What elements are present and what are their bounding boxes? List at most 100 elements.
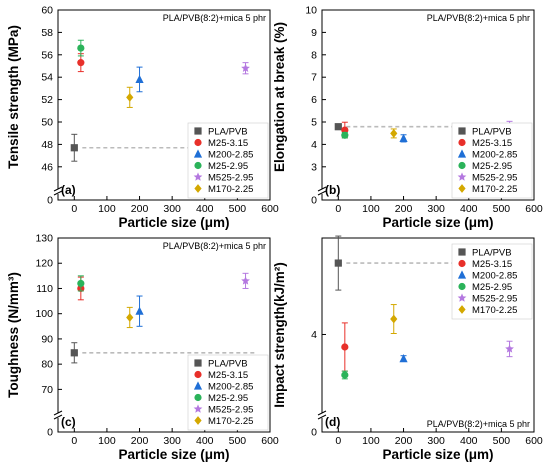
data-point bbox=[505, 344, 514, 353]
x-tick-label: 300 bbox=[163, 203, 181, 215]
plot-frame bbox=[321, 9, 535, 201]
x-tick-label: 0 bbox=[71, 435, 77, 447]
y-tick-label: 46 bbox=[41, 161, 53, 173]
data-point bbox=[334, 259, 342, 267]
data-point bbox=[77, 44, 85, 52]
legend-marker bbox=[457, 149, 467, 158]
legend-label: M525-2.95 bbox=[472, 294, 517, 305]
x-tick-label: 200 bbox=[131, 203, 149, 215]
y-tick-label: 130 bbox=[35, 233, 53, 245]
x-tick-label: 400 bbox=[196, 203, 214, 215]
panel-note: PLA/PVB(8:2)+mica 5 phr bbox=[427, 13, 530, 23]
axis-break-gap bbox=[318, 189, 326, 194]
legend-marker bbox=[458, 161, 466, 170]
x-tick-label: 600 bbox=[261, 203, 279, 215]
axis-break-mark bbox=[317, 414, 327, 420]
legend-marker bbox=[194, 359, 202, 367]
chart-panel-d: 0 100 200 300 400 500 600 4 0 Particle size (μm) I… bbox=[272, 235, 543, 462]
legend-marker bbox=[458, 184, 466, 193]
y-axis-label: Tensile strength (MPa) bbox=[6, 25, 21, 169]
legend-marker bbox=[458, 138, 466, 147]
panel-note: PLA/PVB(8:2)+mica 5 phr bbox=[163, 13, 266, 23]
data-point bbox=[390, 314, 398, 324]
data-point bbox=[399, 353, 408, 363]
data-point bbox=[334, 123, 342, 131]
chart-panel-a: 0 100 200 300 400 500 60046485052545658600Part… bbox=[6, 5, 279, 231]
x-tick-label: 500 bbox=[229, 203, 247, 215]
y-tick-label: 0 bbox=[47, 427, 53, 439]
x-tick-label: 300 bbox=[163, 435, 181, 447]
y-tick-label: 8 bbox=[311, 49, 317, 61]
y-tick-label: 5 bbox=[311, 117, 317, 129]
legend-box bbox=[451, 243, 533, 320]
legend-label: M525-2.95 bbox=[208, 405, 253, 416]
y-tick-label: 50 bbox=[41, 117, 53, 129]
legend-label: M525-2.95 bbox=[208, 173, 253, 184]
y-tick-label: 58 bbox=[41, 27, 53, 39]
x-tick-label: 300 bbox=[427, 203, 445, 215]
y-tick-label: 0 bbox=[311, 195, 317, 207]
legend-marker bbox=[193, 404, 203, 413]
x-tick-label: 400 bbox=[460, 435, 478, 447]
axis-break-mark bbox=[53, 414, 63, 420]
x-tick-label: 0 bbox=[335, 435, 341, 447]
y-tick-label: 70 bbox=[41, 384, 53, 396]
legend-label: M200-2.85 bbox=[472, 271, 517, 282]
y-tick-label: 4 bbox=[311, 139, 317, 151]
legend-label: M200-2.85 bbox=[208, 150, 253, 161]
legend-marker bbox=[194, 370, 202, 379]
legend-label: M25-2.95 bbox=[472, 282, 512, 293]
legend-label: PLA/PVB bbox=[208, 359, 248, 370]
data-point bbox=[399, 133, 408, 142]
legend-box bbox=[451, 122, 533, 199]
legend-marker bbox=[194, 184, 202, 193]
axis-break-mark bbox=[317, 410, 327, 416]
y-tick-label: 0 bbox=[311, 427, 317, 439]
legend-label: PLA/PVB bbox=[208, 127, 248, 138]
axis-break-mark bbox=[53, 410, 63, 416]
legend-marker bbox=[193, 149, 203, 158]
legend-marker bbox=[457, 293, 467, 302]
legend-label: M25-3.15 bbox=[472, 259, 512, 270]
legend: PLA/PVBM25-3.15M200-2.85M25-2.95M525-2.9… bbox=[451, 122, 533, 199]
legend: PLA/PVBM25-3.15M200-2.85M25-2.95M525-2.9… bbox=[187, 122, 269, 199]
y-tick-label: 3 bbox=[311, 161, 317, 173]
y-axis-label: Toughness (N/mm³) bbox=[6, 272, 21, 398]
y-tick-label: 90 bbox=[41, 333, 53, 345]
data-point bbox=[390, 129, 398, 138]
y-tick-label: 52 bbox=[41, 94, 53, 106]
legend-label: M525-2.95 bbox=[472, 173, 517, 184]
y-tick-label: 10 bbox=[305, 5, 317, 17]
y-tick-label: 80 bbox=[41, 359, 53, 371]
axis-break-mark bbox=[317, 186, 327, 192]
y-tick-label: 60 bbox=[41, 5, 53, 17]
data-point bbox=[77, 59, 85, 67]
legend-marker bbox=[194, 127, 202, 135]
legend-marker bbox=[457, 270, 467, 279]
y-tick-label: 6 bbox=[311, 94, 317, 106]
panel-letter: (a) bbox=[61, 183, 76, 197]
legend-marker bbox=[194, 138, 202, 147]
legend-label: M200-2.85 bbox=[472, 150, 517, 161]
axis-break-gap bbox=[318, 413, 326, 418]
legend-label: M25-3.15 bbox=[208, 138, 248, 149]
data-point bbox=[341, 371, 349, 379]
panel-letter: (d) bbox=[325, 415, 340, 429]
x-tick-label: 100 bbox=[362, 435, 380, 447]
plot-frame bbox=[57, 9, 271, 201]
panel-note: PLA/PVB(8:2)+mica 5 phr bbox=[163, 241, 266, 251]
legend-label: M25-3.15 bbox=[208, 370, 248, 381]
y-tick-label: 9 bbox=[311, 27, 317, 39]
axis-break-mark bbox=[317, 190, 327, 196]
panel-note: PLA/PVB(8:2)+mica 5 phr bbox=[427, 419, 530, 429]
y-axis-label: Elongation at break (%) bbox=[272, 22, 287, 172]
axis-break-gap bbox=[54, 189, 62, 194]
x-tick-label: 0 bbox=[71, 203, 77, 215]
x-tick-label: 100 bbox=[362, 203, 380, 215]
panel-letter: (b) bbox=[325, 183, 340, 197]
legend-marker bbox=[458, 282, 466, 291]
x-tick-label: 600 bbox=[525, 203, 543, 215]
data-point bbox=[135, 306, 144, 315]
legend-label: M25-3.15 bbox=[472, 138, 512, 149]
